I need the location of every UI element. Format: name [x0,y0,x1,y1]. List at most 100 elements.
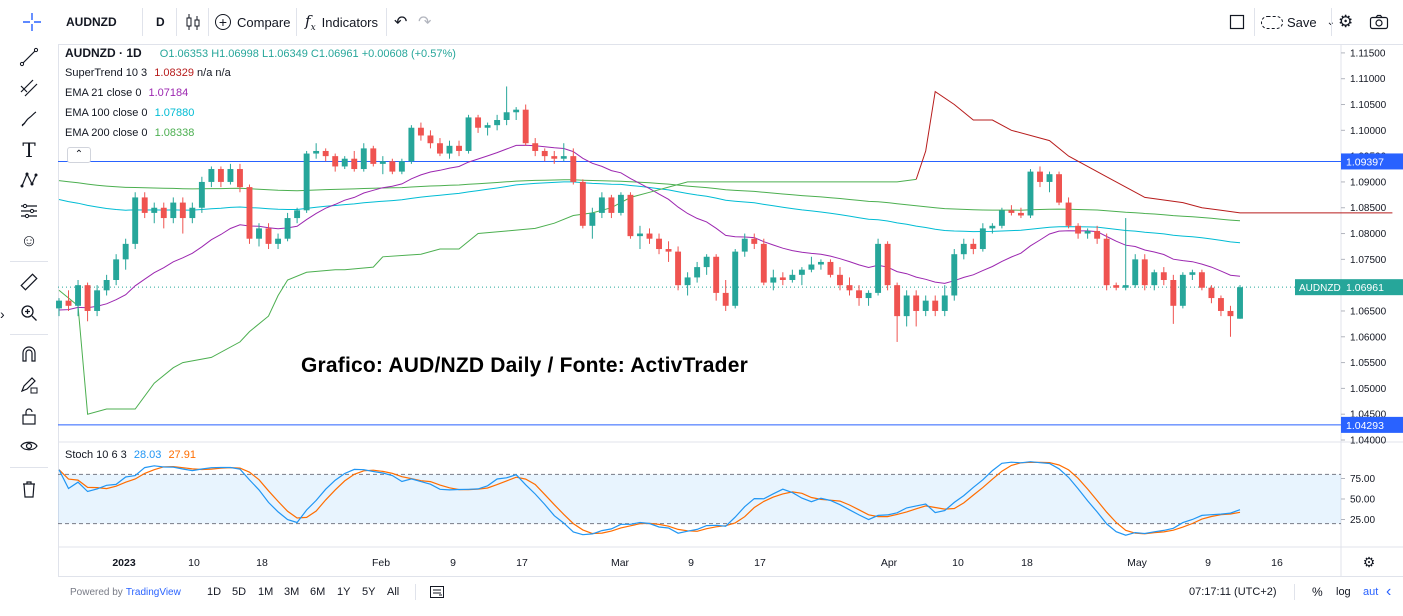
candle-body [94,290,101,311]
zoom-icon[interactable] [17,301,41,325]
ruler-icon[interactable] [17,270,41,294]
candle [779,272,786,286]
candle-body [617,194,624,213]
candle [1037,166,1043,188]
range-5d[interactable]: 5D [232,586,247,598]
eye-icon[interactable] [17,434,41,458]
candle [1122,218,1129,291]
legend-stoch-d: 27.91 [168,449,196,461]
candle-body [122,243,129,260]
range-6m[interactable]: 6M [310,586,326,598]
lock-icon[interactable] [17,404,41,428]
price-tick-label: 1.10000 [1350,126,1387,137]
fib-icon[interactable] [17,76,41,100]
auto-toggle[interactable]: aut [1363,586,1379,598]
brand-name: TradingView [125,586,181,598]
stoch-tick-label: 50.00 [1350,495,1375,506]
crosshair-icon[interactable] [20,0,44,44]
redo-icon[interactable]: ↷ [418,14,432,31]
range-1y[interactable]: 1Y [337,586,351,598]
candle [122,238,129,270]
percent-toggle[interactable]: % [1312,585,1323,599]
chevron-left-icon[interactable]: ‹ [1386,583,1392,600]
candle [1132,254,1139,288]
candle-body [598,197,605,213]
candle-body [903,295,910,317]
pattern-icon[interactable] [17,168,41,192]
price-tick-label: 1.11000 [1350,74,1386,85]
candle-body [1084,230,1091,234]
candles-icon[interactable] [184,0,202,44]
range-5y[interactable]: 5Y [362,586,376,598]
candle-body [237,169,243,188]
last-price-symbol-label: AUDNZD [1299,283,1341,294]
expand-arrow-icon[interactable]: › [0,306,5,322]
camera-icon[interactable] [1369,0,1389,44]
candle [465,114,472,154]
candle [160,202,167,229]
legend-indicator-name: EMA 21 close 0 [65,87,142,99]
layout-icon[interactable] [1229,0,1245,44]
time-axis-label: 16 [1271,557,1283,569]
time-axis-label: Mar [611,557,630,569]
candle [894,282,901,342]
interval-button[interactable]: D [156,15,165,29]
candle [351,150,358,172]
legend-collapse-button[interactable]: ⌃ [67,147,91,163]
candle [1208,285,1215,304]
candle-body [1208,287,1215,299]
powered-by[interactable]: Powered by TradingView [70,577,181,607]
candle-body [608,197,615,213]
candle [760,238,767,286]
horizontal-line-tag [1341,153,1403,170]
time-axis-label: 18 [256,557,268,569]
candle-body [446,145,453,154]
compare-button[interactable]: + Compare [215,0,290,44]
candle-body [560,156,567,159]
clock[interactable]: 07:17:11 (UTC+2) [1189,586,1277,598]
trash-icon[interactable] [17,477,41,501]
range-1m[interactable]: 1M [258,586,274,598]
magnet-icon[interactable] [17,342,41,366]
gear-icon[interactable]: ⚙ [1338,12,1354,31]
brush-icon[interactable] [17,107,41,131]
candle-body [932,300,939,311]
candle-body [856,290,862,299]
time-axis-label: 9 [1205,557,1211,569]
text-icon[interactable]: T [22,138,36,162]
range-3m[interactable]: 3M [284,586,300,598]
candle [522,104,529,146]
candle-body [941,295,948,311]
range-1d[interactable]: 1D [207,586,222,598]
candle [713,254,720,301]
goto-date-icon[interactable] [429,577,445,607]
price-tick-label: 1.07500 [1350,255,1387,266]
candle-body [1198,272,1205,288]
chart-caption: Grafico: AUD/NZD Daily / Fonte: ActivTra… [301,354,748,377]
time-axis-label: 10 [952,557,964,569]
symbol-search[interactable]: AUDNZD [66,15,117,29]
pencil-lock-icon[interactable] [17,373,41,397]
trendline-icon[interactable] [17,45,41,69]
legend-ema21: EMA 21 close 0 1.07184 [65,86,188,100]
candle [570,148,577,185]
stoch-tick-label: 25.00 [1350,515,1375,526]
candle-body [198,181,205,208]
price-tick-label: 1.04000 [1350,436,1387,447]
smiley-icon[interactable]: ☺ [20,231,38,250]
time-axis-label: Feb [372,557,390,569]
range-all[interactable]: All [387,586,400,598]
candle [179,197,186,234]
save-button[interactable]: Save ⌄ [1261,0,1335,44]
log-toggle[interactable]: log [1336,586,1351,598]
candle [751,233,758,250]
bottom-toolbar: Powered by TradingView 1D 5D 1M 3M 6M 1Y… [58,576,1403,616]
candle [637,225,643,250]
time-axis-label: 18 [1021,557,1033,569]
undo-icon[interactable]: ↶ [394,14,408,31]
indicators-button[interactable]: fx Indicators [305,0,378,44]
candle [503,86,510,126]
candle [1170,274,1177,324]
forecast-icon[interactable] [17,199,41,223]
